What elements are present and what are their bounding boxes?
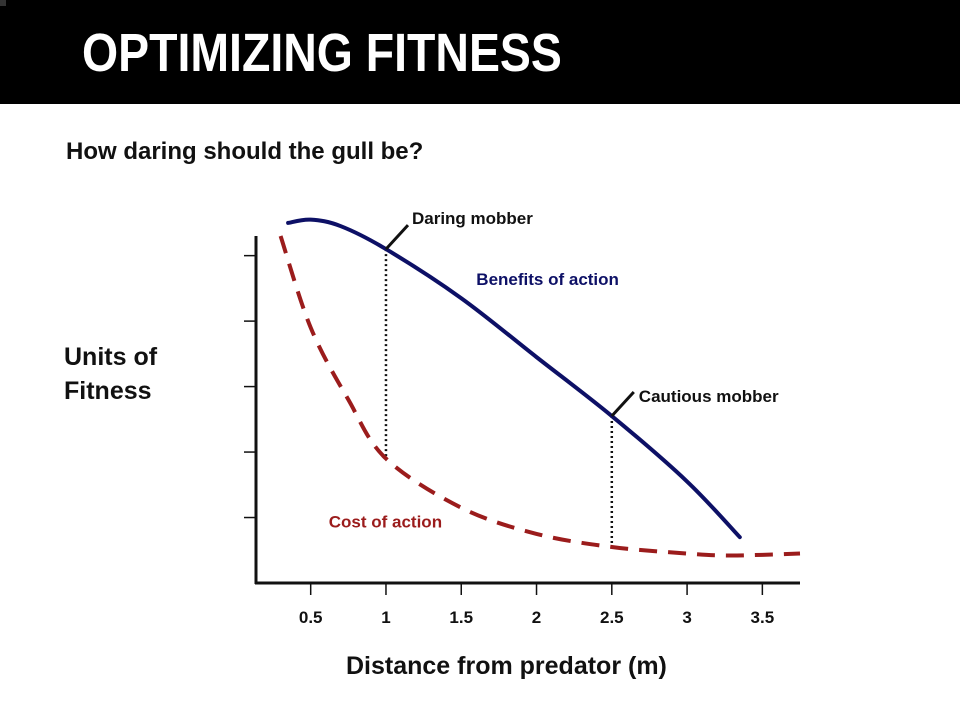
- chart-axes: [254, 236, 800, 585]
- x-tick-label: 2: [532, 608, 541, 627]
- x-tick-label: 1: [381, 608, 390, 627]
- y-axis-label: Units of Fitness: [64, 343, 158, 405]
- slide-subtitle: How daring should the gull be?: [66, 138, 424, 165]
- x-axis-label: Distance from predator (m): [346, 652, 667, 680]
- title-bar: OPTIMIZING FITNESS: [0, 0, 960, 104]
- corner-mark: [0, 0, 6, 6]
- benefits-series-label: Benefits of action: [476, 270, 619, 289]
- daring-mobber-leader-line: [384, 224, 410, 251]
- slide-title: OPTIMIZING FITNESS: [82, 23, 562, 83]
- benefits-curve: [286, 217, 742, 540]
- x-tick-label: 1.5: [449, 608, 473, 627]
- series-layer: [278, 217, 801, 558]
- x-tick-labels: 0.5 1 1.5 2 2.5 3 3.5: [299, 608, 774, 627]
- x-ticks: [309, 583, 764, 595]
- x-tick-label: 3: [682, 608, 691, 627]
- annotations: Daring mobber Cautious mobber Benefits o…: [329, 209, 779, 531]
- x-tick-label: 0.5: [299, 608, 323, 627]
- x-tick-label: 3.5: [751, 608, 775, 627]
- cautious-mobber-leader-line: [610, 391, 635, 418]
- daring-mobber-label: Daring mobber: [412, 209, 533, 228]
- y-ticks: [244, 254, 256, 519]
- cautious-mobber-label: Cautious mobber: [639, 387, 779, 406]
- cost-curve: [278, 235, 801, 558]
- guide-lines: [384, 249, 614, 547]
- x-tick-label: 2.5: [600, 608, 624, 627]
- cost-series-label: Cost of action: [329, 512, 442, 531]
